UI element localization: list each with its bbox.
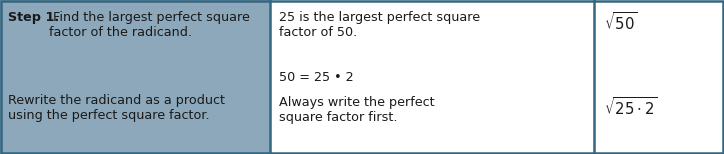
Text: $\sqrt{25 \cdot 2}$: $\sqrt{25 \cdot 2}$	[604, 96, 657, 118]
Bar	[270, 0, 594, 154]
Bar	[594, 0, 724, 154]
Text: $\sqrt{50}$: $\sqrt{50}$	[604, 11, 637, 33]
Bar	[0, 0, 270, 154]
Text: Find the largest perfect square
factor of the radicand.: Find the largest perfect square factor o…	[49, 11, 250, 39]
Text: Always write the perfect
square factor first.: Always write the perfect square factor f…	[279, 96, 434, 124]
Text: 50 = 25 • 2: 50 = 25 • 2	[279, 71, 354, 84]
Text: Step 1.: Step 1.	[8, 11, 59, 24]
Text: Rewrite the radicand as a product
using the perfect square factor.: Rewrite the radicand as a product using …	[8, 94, 225, 122]
Text: 25 is the largest perfect square
factor of 50.: 25 is the largest perfect square factor …	[279, 11, 480, 39]
